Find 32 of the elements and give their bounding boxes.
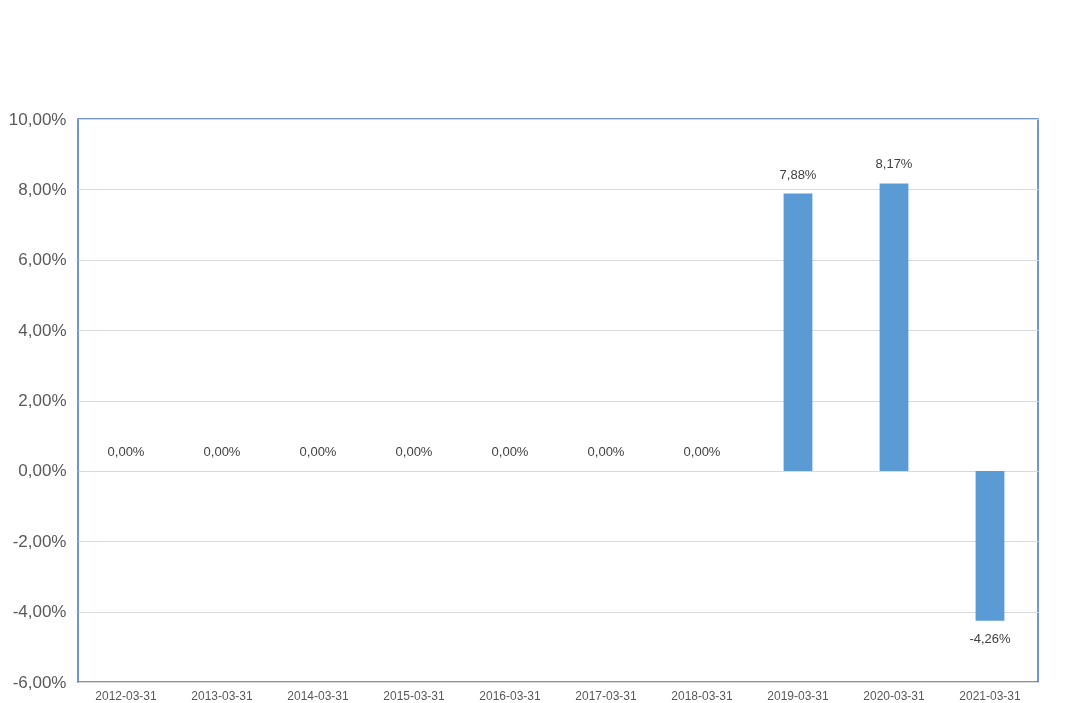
y-tick-label: 10,00%	[8, 109, 67, 129]
data-label: 7,88%	[779, 166, 817, 182]
data-label: 0,00%	[491, 443, 529, 459]
y-tick-label: 0,00%	[18, 461, 67, 481]
x-tick-label: 2016-03-31	[479, 688, 542, 703]
data-label: 8,17%	[875, 156, 913, 172]
y-tick-label: -4,00%	[12, 602, 67, 622]
y-tick-label: -2,00%	[12, 531, 67, 551]
data-label: 0,00%	[683, 443, 721, 459]
data-label: 0,00%	[203, 443, 241, 459]
data-label: 0,00%	[395, 443, 433, 459]
y-tick-label: -6,00%	[12, 672, 67, 692]
data-label: 0,00%	[299, 443, 337, 459]
bar	[879, 183, 909, 471]
data-label: 0,00%	[107, 443, 145, 459]
x-tick-label: 2017-03-31	[575, 688, 638, 703]
y-tick-label: 4,00%	[18, 320, 67, 340]
x-tick-label: 2019-03-31	[767, 688, 830, 703]
x-tick-label: 2015-03-31	[383, 688, 446, 703]
x-tick-label: 2013-03-31	[191, 688, 254, 703]
bar	[783, 193, 813, 471]
y-tick-label: 6,00%	[18, 250, 67, 270]
data-label: 0,00%	[587, 443, 625, 459]
x-tick-label: 2018-03-31	[671, 688, 734, 703]
y-tick-label: 2,00%	[18, 391, 67, 410]
y-tick-label: 8,00%	[18, 179, 67, 199]
x-tick-label: 2020-03-31	[863, 688, 926, 703]
data-label: -4,26%	[969, 630, 1012, 646]
x-tick-label: 2012-03-31	[95, 688, 158, 703]
bar	[975, 470, 1005, 621]
x-tick-label: 2021-03-31	[959, 688, 1022, 703]
x-tick-label: 2014-03-31	[287, 688, 350, 703]
